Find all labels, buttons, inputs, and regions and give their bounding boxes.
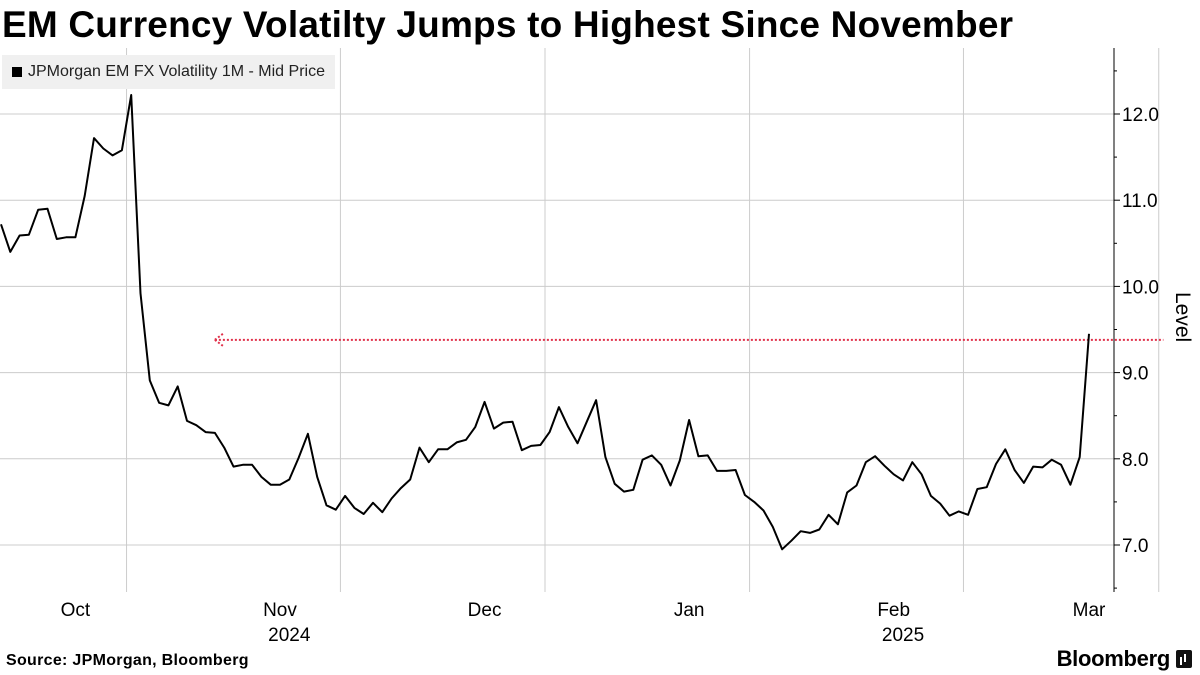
gridlines bbox=[0, 114, 1114, 545]
y-tick-label: 8.0 bbox=[1122, 450, 1148, 471]
x-tick-label: Nov bbox=[263, 600, 297, 621]
y-tick-label: 10.0 bbox=[1122, 277, 1159, 298]
source-note: Source: JPMorgan, Bloomberg bbox=[6, 652, 249, 670]
legend-label: JPMorgan EM FX Volatility 1M - Mid Price bbox=[28, 63, 325, 81]
annotation-arrow bbox=[215, 334, 1164, 346]
x-tick-label: Feb bbox=[877, 600, 910, 621]
y-axis-label: Level bbox=[1171, 292, 1194, 342]
y-tick-label: 12.0 bbox=[1122, 105, 1159, 126]
x-tick-label: Oct bbox=[61, 600, 91, 621]
x-tick-label: Dec bbox=[468, 600, 502, 621]
x-year-label: 2025 bbox=[882, 625, 924, 646]
y-tick-label: 11.0 bbox=[1122, 191, 1158, 212]
y-tick-label: 9.0 bbox=[1122, 364, 1148, 385]
legend-swatch bbox=[12, 67, 22, 77]
bloomberg-logo: Bloomberg bbox=[1057, 646, 1192, 672]
month-dividers bbox=[127, 48, 1159, 592]
x-axis: Oct Nov Dec Jan Feb Mar 2024 2025 bbox=[61, 600, 1106, 646]
brand-name: Bloomberg bbox=[1057, 646, 1170, 672]
y-axis: 7.0 8.0 9.0 10.0 11.0 12.0 Level bbox=[1114, 48, 1194, 592]
y-tick-label: 7.0 bbox=[1122, 536, 1148, 557]
x-year-label: 2024 bbox=[268, 625, 311, 646]
x-tick-label: Jan bbox=[674, 600, 705, 621]
bloomberg-terminal-icon bbox=[1176, 650, 1192, 668]
legend: JPMorgan EM FX Volatility 1M - Mid Price bbox=[2, 55, 335, 89]
x-tick-label: Mar bbox=[1073, 600, 1106, 621]
line-chart: 7.0 8.0 9.0 10.0 11.0 12.0 Level Oct Nov Dec Jan F… bbox=[0, 0, 1200, 675]
